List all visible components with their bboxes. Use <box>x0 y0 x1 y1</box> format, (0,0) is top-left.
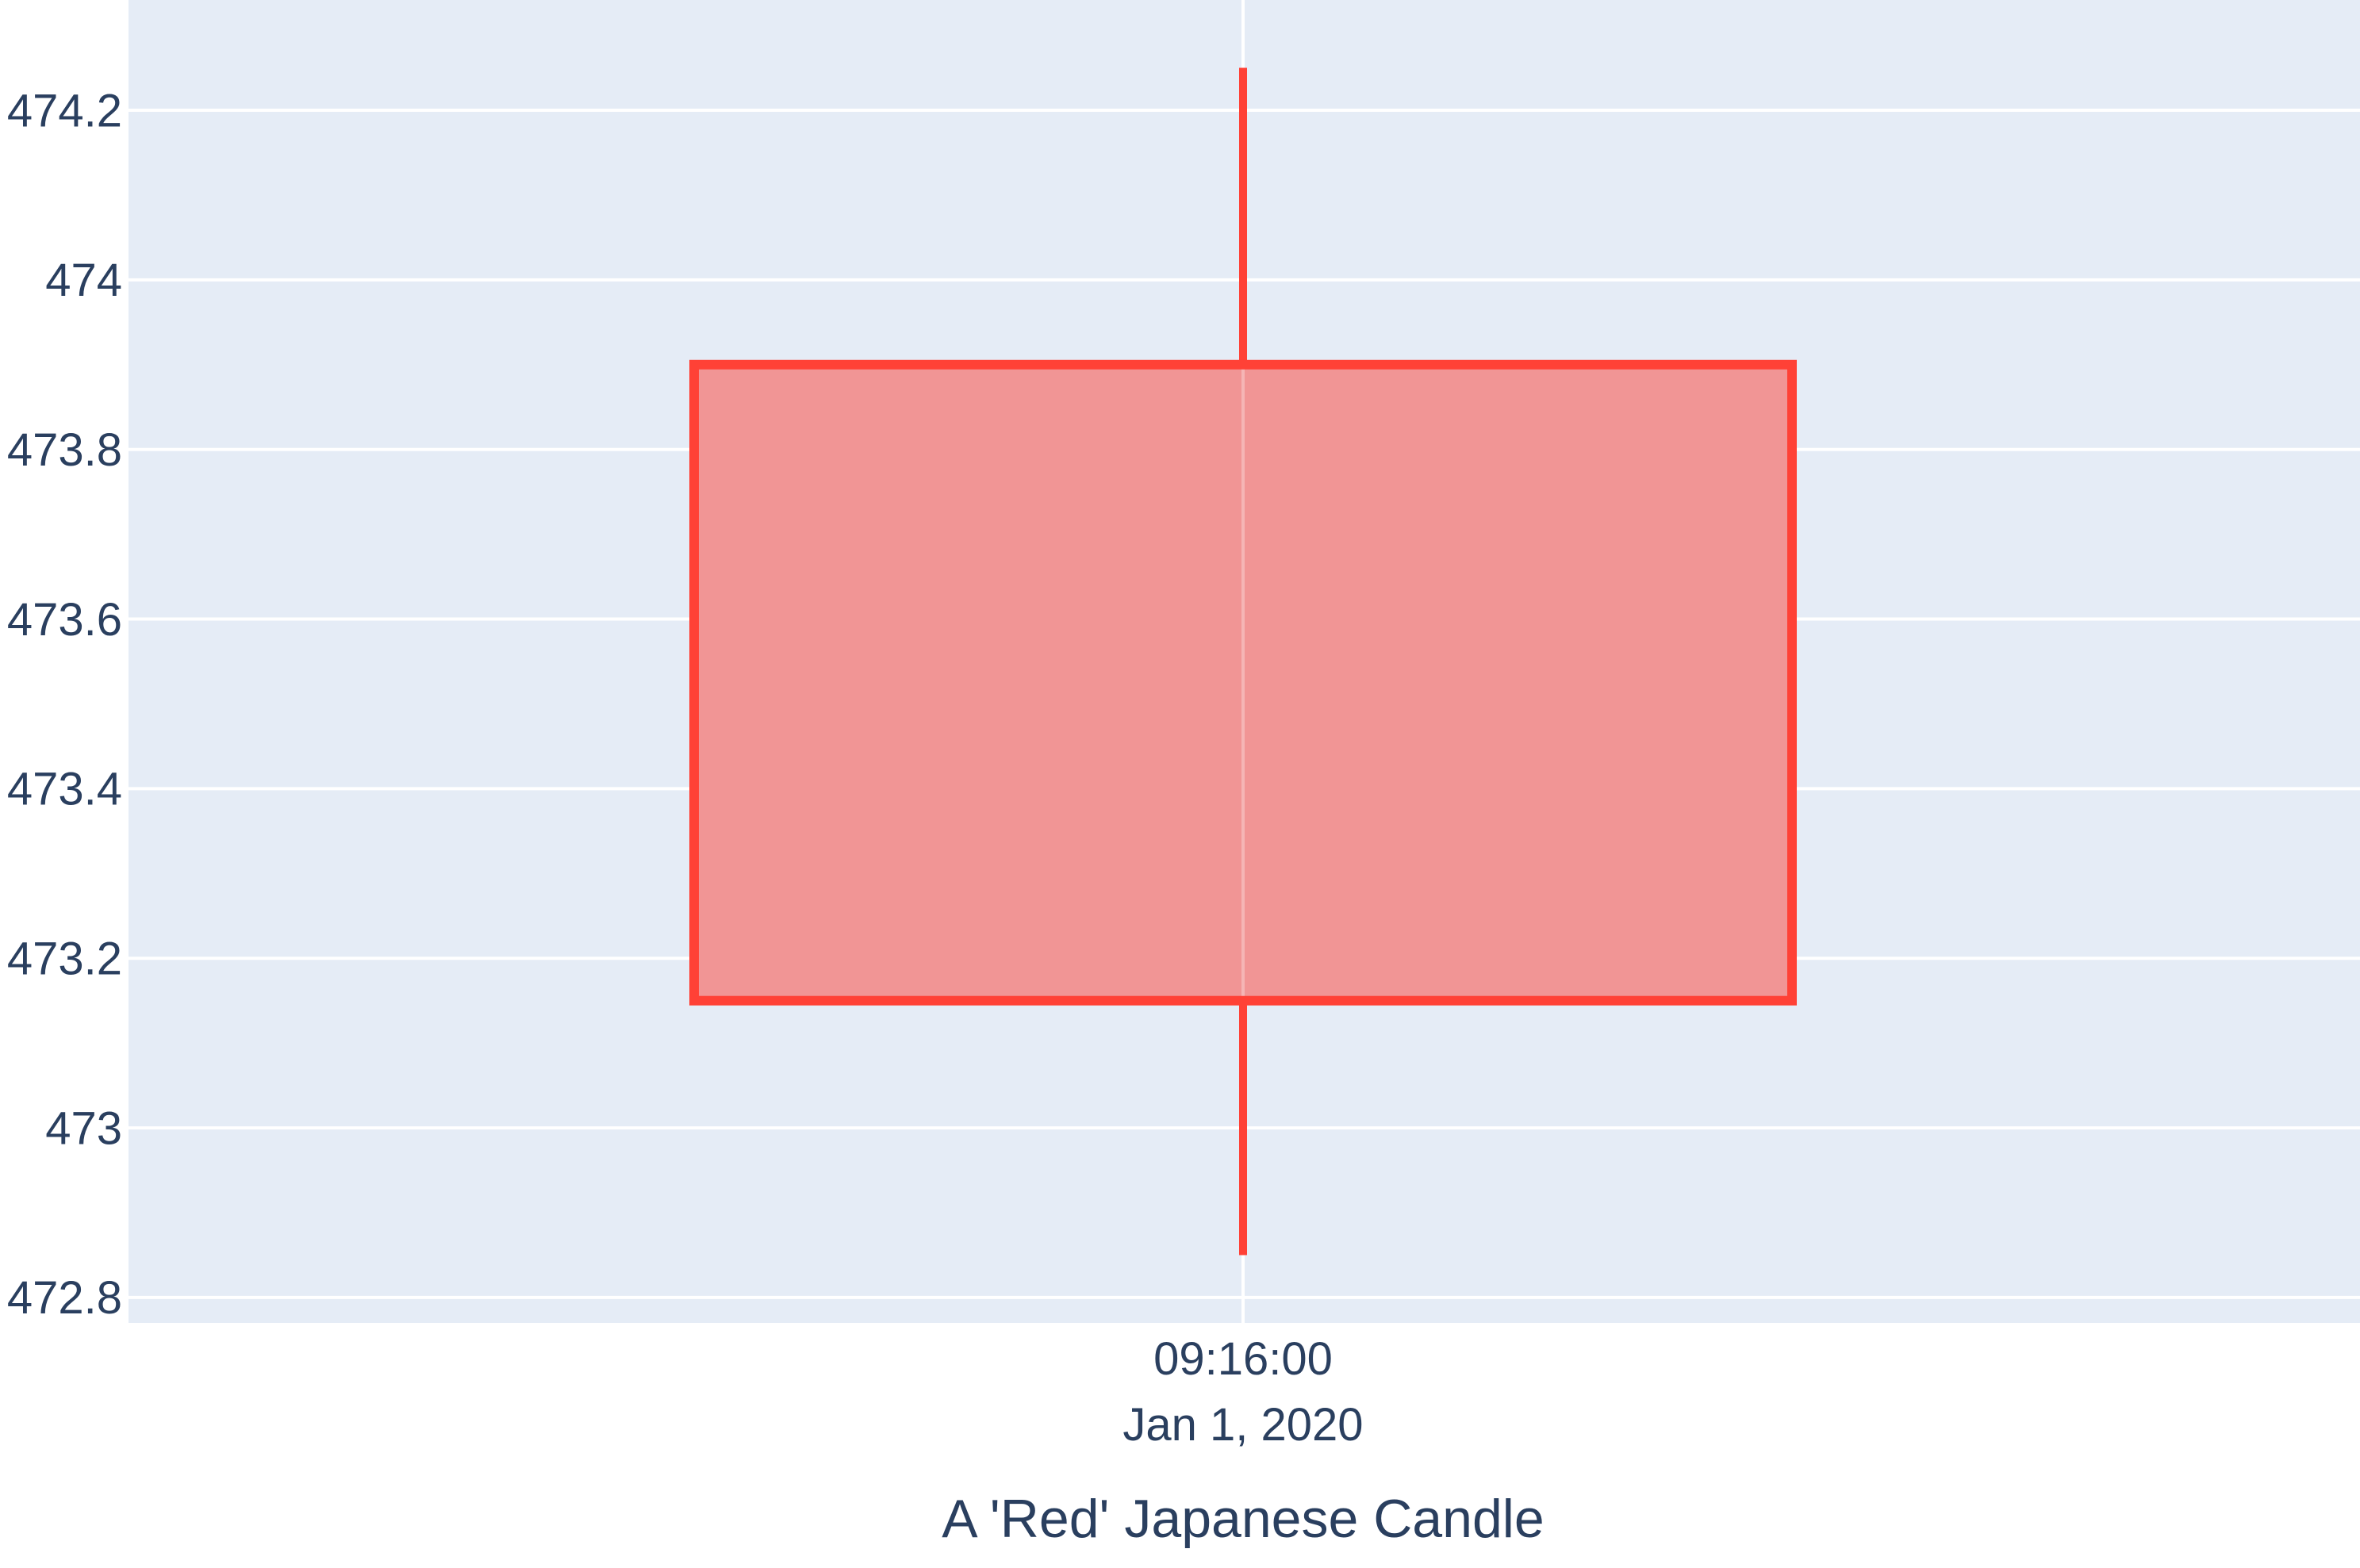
y-tick-label: 473.4 <box>7 764 122 815</box>
candles <box>689 67 1797 1256</box>
y-tick-label: 474 <box>45 255 122 306</box>
y-tick-label: 473.8 <box>7 424 122 476</box>
y-tick-label: 472.8 <box>7 1272 122 1324</box>
y-tick-label: 474.2 <box>7 85 122 136</box>
y-tick-label: 473.2 <box>7 934 122 985</box>
y-tick-label: 473 <box>45 1102 122 1154</box>
x-axis-ticks: 09:16:00 Jan 1, 2020 <box>1122 1333 1363 1451</box>
x-axis-title: A 'Red' Japanese Candle <box>942 1489 1544 1549</box>
y-axis-ticks: 472.8 473 473.2 473.4 473.6 473.8 474 474.2 <box>7 85 122 1324</box>
y-tick-label: 473.6 <box>7 594 122 646</box>
x-tick-label: 09:16:00 <box>1153 1333 1333 1385</box>
candle-body <box>689 359 1797 1006</box>
x-tick-label: Jan 1, 2020 <box>1122 1399 1363 1451</box>
